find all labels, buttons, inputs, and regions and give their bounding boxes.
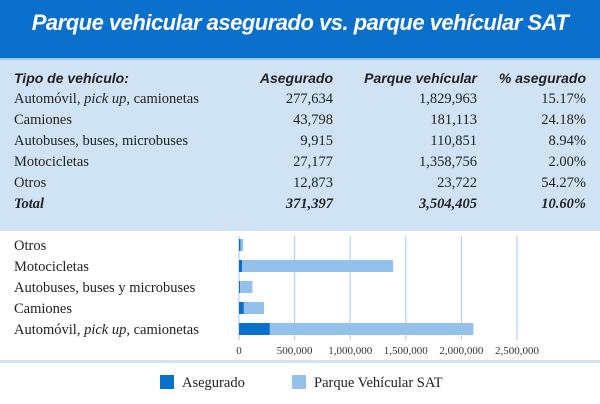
cell-pct: 8.94%: [548, 133, 586, 149]
cell-parque: 23,722: [437, 175, 477, 191]
table-row-total: Total 371,397 3,504,405 10.60%: [0, 196, 600, 217]
x-tick-label: 1,500,000: [384, 345, 429, 357]
row-label: Otros: [14, 175, 46, 192]
cell-pct: 2.00%: [548, 154, 586, 170]
legend-label: Parque Vehícular SAT: [314, 375, 443, 391]
bar-parque: [243, 302, 265, 314]
x-tick-label: 0: [236, 345, 242, 357]
table-row: Autobuses, buses, microbuses 9,915 110,8…: [0, 133, 600, 154]
legend-label: Asegurado: [182, 375, 245, 391]
legend-swatch-parque: [292, 375, 306, 389]
cell-parque: 181,113: [430, 112, 477, 128]
cell-asegurado: 12,873: [293, 175, 333, 191]
cell-parque: 1,829,963: [419, 91, 477, 107]
cell-asegurado: 27,177: [293, 154, 333, 170]
category-label: Camiones: [14, 301, 72, 317]
category-label: Autobuses, buses y microbuses: [14, 280, 196, 296]
header-parque: Parque vehícular: [364, 70, 477, 86]
total-pct: 10.60%: [541, 196, 586, 212]
chart-title: Parque vehicular asegurado vs. parque ve…: [0, 0, 600, 58]
header-tipo: Tipo de vehículo:: [14, 70, 129, 86]
table-header: Tipo de vehículo: Asegurado Parque vehíc…: [0, 70, 600, 91]
cell-parque: 110,851: [430, 133, 477, 149]
total-parque: 3,504,405: [419, 196, 477, 212]
cell-pct: 24.18%: [541, 112, 586, 128]
divider: [0, 228, 600, 231]
label-text: Motocicletas: [14, 154, 89, 170]
bar-parque: [269, 323, 474, 335]
table-row: Motocicletas 27,177 1,358,756 2.00%: [0, 154, 600, 175]
cell-asegurado: 43,798: [293, 112, 333, 128]
bar-parque: [240, 239, 244, 251]
label-text: Otros: [14, 175, 47, 191]
header-pct: % asegurado: [498, 70, 586, 86]
x-tick-label: 2,500,000: [495, 345, 540, 357]
table-row: Otros 12,873 23,722 54.27%: [0, 175, 600, 196]
row-label: Motocicletas: [14, 154, 89, 171]
cell-asegurado: 9,915: [300, 133, 333, 149]
x-tick-label: 2,000,000: [439, 345, 484, 357]
label-text: Autobuses, buses, microbuses: [14, 133, 188, 149]
bar-parque: [240, 281, 253, 293]
legend-parque: Parque Vehícular SAT: [292, 375, 443, 392]
total-label: Total: [14, 196, 45, 212]
legend-swatch-asegurado: [160, 375, 174, 389]
bar-asegurado: [239, 239, 241, 251]
bar-asegurado: [239, 323, 270, 335]
category-label: Automóvil, pick up, camionetas: [14, 322, 199, 338]
row-label: Automóvil, pick up, camionetas: [14, 91, 199, 108]
bar-parque: [242, 260, 394, 272]
category-label: Otros: [14, 238, 47, 254]
table-row: Automóvil, pick up, camionetas 277,634 1…: [0, 91, 600, 112]
total-asegurado: 371,397: [285, 196, 333, 212]
x-tick-label: 1,000,000: [328, 345, 373, 357]
cell-parque: 1,358,756: [419, 154, 477, 170]
label-text: , camionetas: [126, 91, 199, 107]
row-label: Camiones: [14, 112, 72, 129]
bar-asegurado: [239, 260, 243, 272]
bar-asegurado: [239, 302, 244, 314]
label-italic: pick up: [84, 91, 127, 107]
table-row: Camiones 43,798 181,113 24.18%: [0, 112, 600, 133]
data-table: Tipo de vehículo: Asegurado Parque vehíc…: [0, 58, 600, 230]
divider: [0, 360, 600, 363]
label-text: Automóvil,: [14, 91, 85, 107]
legend-asegurado: Asegurado: [160, 375, 245, 392]
cell-pct: 54.27%: [541, 175, 586, 191]
x-tick-label: 500,000: [277, 345, 313, 357]
label-text: Camiones: [14, 112, 72, 128]
cell-pct: 15.17%: [541, 91, 586, 107]
cell-asegurado: 277,634: [285, 91, 333, 107]
header-asegurado: Asegurado: [259, 70, 333, 86]
row-label: Autobuses, buses, microbuses: [14, 133, 188, 150]
category-label: Motocicletas: [14, 259, 89, 275]
bar-asegurado: [239, 281, 241, 293]
